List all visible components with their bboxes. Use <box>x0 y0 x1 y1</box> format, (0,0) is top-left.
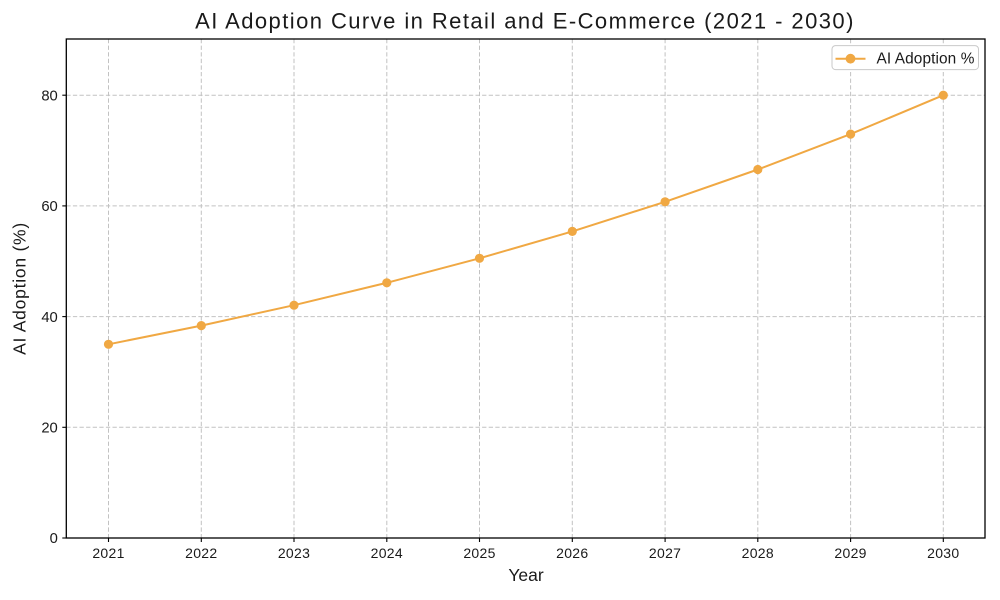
svg-text:2028: 2028 <box>742 545 774 561</box>
svg-text:2025: 2025 <box>463 545 495 561</box>
svg-text:AI Adoption Curve in Retail an: AI Adoption Curve in Retail and E-Commer… <box>195 9 855 34</box>
svg-text:AI Adoption (%): AI Adoption (%) <box>10 222 30 355</box>
svg-text:2026: 2026 <box>556 545 588 561</box>
svg-text:2022: 2022 <box>185 545 217 561</box>
svg-text:2030: 2030 <box>927 545 959 561</box>
svg-text:2027: 2027 <box>649 545 681 561</box>
svg-text:0: 0 <box>50 531 58 547</box>
svg-text:2024: 2024 <box>371 545 403 561</box>
svg-text:2029: 2029 <box>834 545 866 561</box>
svg-text:Year: Year <box>508 565 544 585</box>
svg-text:2023: 2023 <box>278 545 310 561</box>
svg-text:AI Adoption %: AI Adoption % <box>877 51 975 68</box>
svg-text:80: 80 <box>41 88 57 104</box>
svg-text:40: 40 <box>41 310 57 326</box>
svg-text:60: 60 <box>41 199 57 215</box>
svg-text:2021: 2021 <box>92 545 124 561</box>
svg-text:20: 20 <box>41 421 57 437</box>
